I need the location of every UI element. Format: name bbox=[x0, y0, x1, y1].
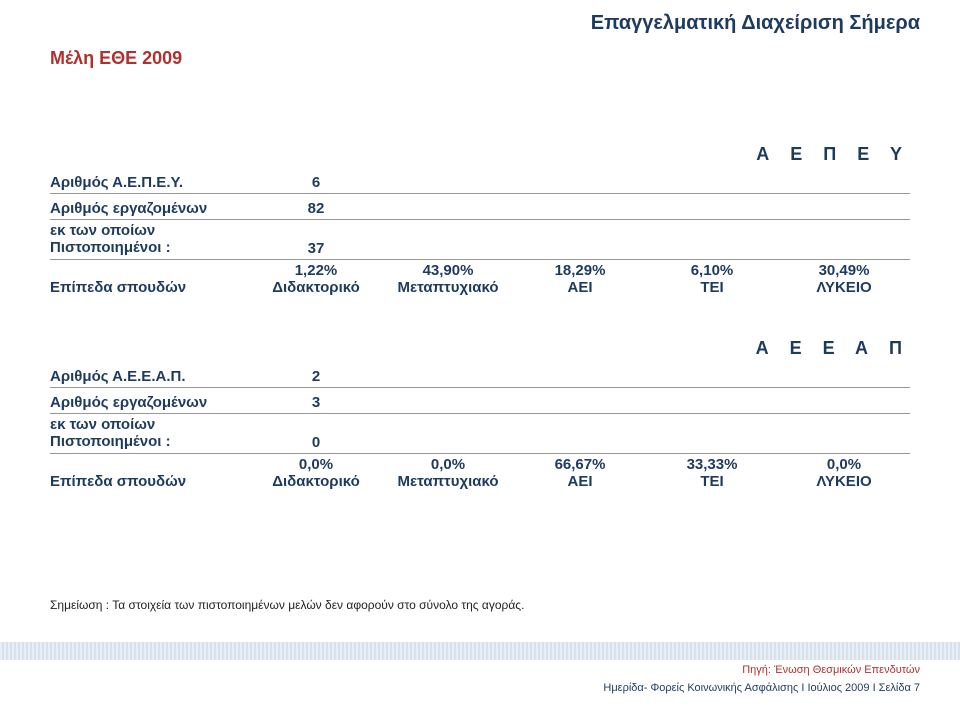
page-title-left: Μέλη ΕΘΕ 2009 bbox=[50, 48, 182, 69]
spacer bbox=[382, 255, 514, 259]
edu-col-5: 0,0% ΛΥΚΕΙΟ bbox=[778, 454, 910, 493]
page-title-right: Επαγγελματική Διαχείριση Σήμερα bbox=[591, 12, 920, 35]
group-label-aepey: Α Ε Π Ε Υ bbox=[756, 144, 910, 165]
edu-name: ΛΥΚΕΙΟ bbox=[816, 279, 871, 296]
edu-name: ΤΕΙ bbox=[700, 473, 723, 490]
employees-value: 3 bbox=[250, 392, 382, 413]
edu-name: Μεταπτυχιακό bbox=[397, 279, 498, 296]
count-label: Αριθμός Α.Ε.Π.Ε.Υ. bbox=[50, 172, 250, 193]
employees-label: Αριθμός εργαζομένων bbox=[50, 198, 250, 219]
table-row: εκ των οποίων Πιστοποιημένοι : 37 bbox=[50, 220, 910, 260]
edu-pct: 18,29% bbox=[555, 262, 606, 279]
spacer bbox=[514, 449, 646, 453]
certified-label-line1: εκ των οποίων bbox=[50, 416, 155, 433]
spacer bbox=[778, 189, 910, 193]
spacer bbox=[778, 383, 910, 387]
certified-label-line2: Πιστοποιημένοι : bbox=[50, 239, 171, 256]
certified-label: εκ των οποίων Πιστοποιημένοι : bbox=[50, 220, 250, 259]
table-row: Αριθμός εργαζομένων 3 bbox=[50, 388, 910, 414]
edu-name: ΛΥΚΕΙΟ bbox=[816, 473, 871, 490]
edu-pct: 43,90% bbox=[423, 262, 474, 279]
table-aeeap: Αριθμός Α.Ε.Ε.Α.Π. 2 Αριθμός εργαζομένων… bbox=[50, 362, 910, 492]
footnote: Σημείωση : Τα στοιχεία των πιστοποιημένω… bbox=[50, 598, 524, 612]
edu-pct: 30,49% bbox=[819, 262, 870, 279]
certified-label-line2: Πιστοποιημένοι : bbox=[50, 433, 171, 450]
edu-name: ΤΕΙ bbox=[700, 279, 723, 296]
count-value: 6 bbox=[250, 172, 382, 193]
edu-pct: 0,0% bbox=[299, 456, 333, 473]
education-label: Επίπεδα σπουδών bbox=[50, 471, 250, 492]
spacer bbox=[646, 383, 778, 387]
edu-col-4: 33,33% ΤΕΙ bbox=[646, 454, 778, 493]
spacer bbox=[646, 449, 778, 453]
edu-col-3: 18,29% ΑΕΙ bbox=[514, 260, 646, 299]
spacer bbox=[646, 215, 778, 219]
table-row: Αριθμός Α.Ε.Π.Ε.Υ. 6 bbox=[50, 168, 910, 194]
footer-band bbox=[0, 642, 960, 660]
spacer bbox=[778, 409, 910, 413]
edu-name: Διδακτορικό bbox=[272, 473, 360, 490]
spacer bbox=[646, 189, 778, 193]
edu-pct: 0,0% bbox=[431, 456, 465, 473]
edu-pct: 66,67% bbox=[555, 456, 606, 473]
edu-pct: 0,0% bbox=[827, 456, 861, 473]
footer-source: Πηγή: Ένωση Θεσμικών Επενδυτών bbox=[742, 664, 920, 676]
employees-label: Αριθμός εργαζομένων bbox=[50, 392, 250, 413]
spacer bbox=[778, 449, 910, 453]
certified-value: 0 bbox=[250, 432, 382, 453]
spacer bbox=[514, 383, 646, 387]
edu-pct: 1,22% bbox=[295, 262, 338, 279]
edu-col-2: 0,0% Μεταπτυχιακό bbox=[382, 454, 514, 493]
spacer bbox=[382, 383, 514, 387]
spacer bbox=[382, 189, 514, 193]
table-row: εκ των οποίων Πιστοποιημένοι : 0 bbox=[50, 414, 910, 454]
spacer bbox=[514, 255, 646, 259]
spacer bbox=[382, 409, 514, 413]
spacer bbox=[646, 255, 778, 259]
edu-col-1: 1,22% Διδακτορικό bbox=[250, 260, 382, 299]
spacer bbox=[382, 449, 514, 453]
employees-value: 82 bbox=[250, 198, 382, 219]
table-row: Αριθμός Α.Ε.Ε.Α.Π. 2 bbox=[50, 362, 910, 388]
certified-label: εκ των οποίων Πιστοποιημένοι : bbox=[50, 414, 250, 453]
edu-col-3: 66,67% ΑΕΙ bbox=[514, 454, 646, 493]
spacer bbox=[514, 215, 646, 219]
certified-label-line1: εκ των οποίων bbox=[50, 222, 155, 239]
spacer bbox=[514, 409, 646, 413]
edu-col-4: 6,10% ΤΕΙ bbox=[646, 260, 778, 299]
certified-value: 37 bbox=[250, 238, 382, 259]
count-value: 2 bbox=[250, 366, 382, 387]
edu-col-2: 43,90% Μεταπτυχιακό bbox=[382, 260, 514, 299]
edu-name: Διδακτορικό bbox=[272, 279, 360, 296]
edu-name: Μεταπτυχιακό bbox=[397, 473, 498, 490]
count-label: Αριθμός Α.Ε.Ε.Α.Π. bbox=[50, 366, 250, 387]
spacer bbox=[382, 215, 514, 219]
edu-pct: 6,10% bbox=[691, 262, 734, 279]
spacer bbox=[514, 189, 646, 193]
edu-col-5: 30,49% ΛΥΚΕΙΟ bbox=[778, 260, 910, 299]
spacer bbox=[778, 255, 910, 259]
table-row: Επίπεδα σπουδών 0,0% Διδακτορικό 0,0% Με… bbox=[50, 454, 910, 493]
spacer bbox=[778, 215, 910, 219]
education-label: Επίπεδα σπουδών bbox=[50, 277, 250, 298]
edu-pct: 33,33% bbox=[687, 456, 738, 473]
table-row: Επίπεδα σπουδών 1,22% Διδακτορικό 43,90%… bbox=[50, 260, 910, 299]
table-aepey: Αριθμός Α.Ε.Π.Ε.Υ. 6 Αριθμός εργαζομένων… bbox=[50, 168, 910, 298]
edu-col-1: 0,0% Διδακτορικό bbox=[250, 454, 382, 493]
group-label-aeeap: Α Ε Ε Α Π bbox=[756, 338, 910, 359]
footer-event: Ημερίδα- Φορείς Κοινωνικής Ασφάλισης Ι Ι… bbox=[603, 682, 920, 694]
edu-name: ΑΕΙ bbox=[567, 473, 592, 490]
spacer bbox=[646, 409, 778, 413]
table-row: Αριθμός εργαζομένων 82 bbox=[50, 194, 910, 220]
edu-name: ΑΕΙ bbox=[567, 279, 592, 296]
footer: Πηγή: Ένωση Θεσμικών Επενδυτών Ημερίδα- … bbox=[0, 642, 960, 707]
